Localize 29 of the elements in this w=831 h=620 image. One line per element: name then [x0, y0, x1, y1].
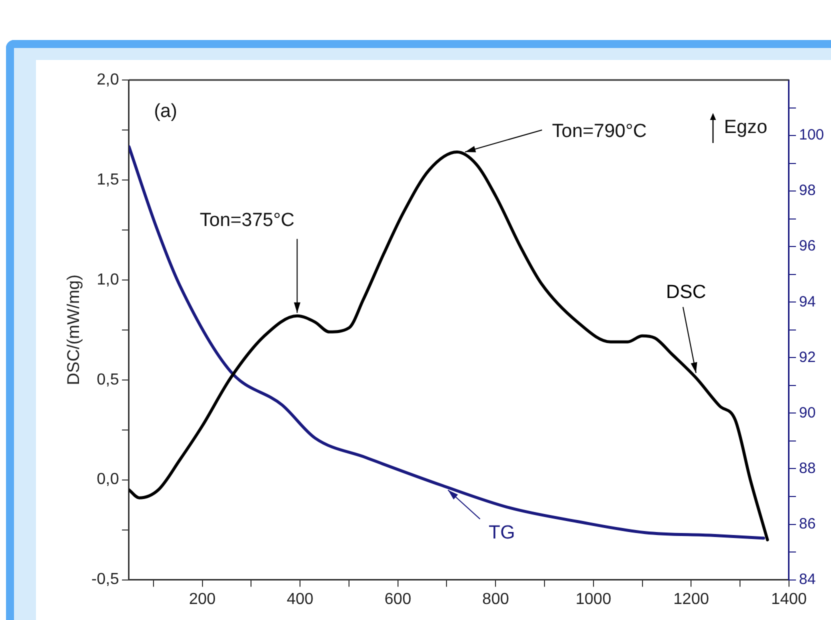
y-tick-label: 0,0 — [96, 471, 120, 488]
annotation: Egzo — [724, 117, 768, 138]
y-tick-label: -0,5 — [91, 571, 120, 588]
annotation: Ton=375°C — [200, 210, 295, 232]
y2-tick-label: 84 — [798, 570, 816, 588]
y-axis-title: DSC/(mW/mg) — [64, 274, 83, 386]
y-tick-label: 1,5 — [96, 171, 120, 188]
series-label: DSC — [666, 282, 706, 304]
y2-tick-label: 98 — [798, 182, 816, 200]
series-label: TG — [488, 522, 516, 544]
x-tick-label: 200 — [188, 590, 216, 608]
y2-tick-label: 96 — [798, 238, 816, 255]
x-tick-label: 800 — [482, 590, 510, 608]
y2-tick-label: 88 — [798, 460, 816, 477]
x-tick-label: 1400 — [771, 590, 807, 608]
annotation: Ton=790°C — [552, 121, 647, 142]
x-tick-label: 600 — [384, 590, 412, 608]
x-tick-label: 1200 — [673, 590, 710, 608]
y2-tick-label: 90 — [798, 404, 816, 422]
y2-tick-label: 92 — [798, 348, 816, 366]
y2-tick-label: 94 — [798, 293, 816, 310]
y-tick-label: 0,5 — [96, 371, 120, 388]
annotation: (a) — [154, 101, 178, 122]
y2-tick-label: 86 — [798, 515, 816, 532]
y2-tick-label: 100 — [798, 126, 824, 144]
x-tick-label: 1000 — [576, 590, 612, 608]
y-tick-label: 1,0 — [96, 271, 120, 288]
x-tick-label: 400 — [286, 590, 314, 608]
y-tick-label: 2,0 — [96, 71, 120, 88]
